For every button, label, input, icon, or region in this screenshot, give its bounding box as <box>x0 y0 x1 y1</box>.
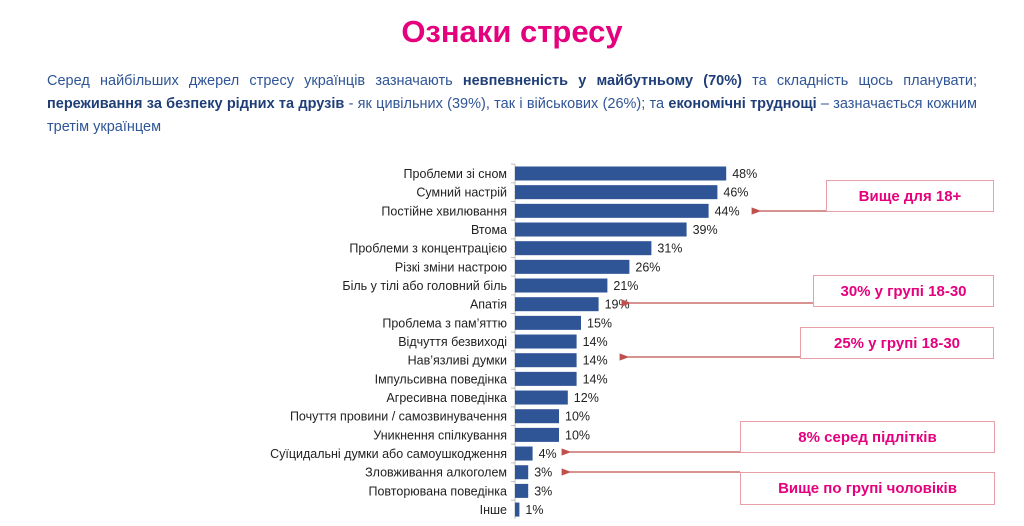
bar <box>515 278 608 293</box>
intro-part: - як цивільних (39%), так і військових (… <box>344 96 669 112</box>
intro-text: Серед найбільших джерел стресу українців… <box>47 70 977 139</box>
bar <box>515 483 529 498</box>
intro-part: – зазначається кожним третім українцем <box>47 96 977 135</box>
bar <box>515 409 559 424</box>
category-label: Проблеми з концентрацією <box>349 242 507 256</box>
data-label: 12% <box>574 391 599 405</box>
data-label: 19% <box>605 298 630 312</box>
bar <box>515 446 533 461</box>
category-label: Суїцидальні думки або самоушкодження <box>270 447 507 461</box>
category-label: Почуття провини / самозвинувачення <box>290 410 507 424</box>
data-label: 14% <box>583 335 608 349</box>
data-label: 48% <box>732 167 757 181</box>
bar <box>515 241 652 256</box>
bar <box>515 353 577 368</box>
callout-box: 8% серед підлітків <box>740 421 995 453</box>
category-label: Нав’язливі думки <box>408 354 507 368</box>
category-label: Сумний настрій <box>416 186 507 200</box>
bar <box>515 465 529 480</box>
callout-text: Вище для 18+ <box>858 187 962 205</box>
data-label: 21% <box>613 279 638 293</box>
category-label: Імпульсивна поведінка <box>375 372 507 386</box>
data-label: 1% <box>525 503 543 517</box>
data-label: 44% <box>715 204 740 218</box>
data-label: 39% <box>693 223 718 237</box>
bar <box>515 371 577 386</box>
data-label: 3% <box>534 466 552 480</box>
callout-text: 8% серед підлітків <box>798 428 937 446</box>
bar <box>515 203 709 218</box>
data-label: 26% <box>635 260 660 274</box>
category-label: Проблема з пам’яттю <box>382 316 507 330</box>
callout-text: Вище по групі чоловіків <box>778 480 957 497</box>
data-label: 10% <box>565 410 590 424</box>
bar <box>515 259 630 274</box>
category-label: Інше <box>480 503 507 517</box>
bar <box>515 390 568 405</box>
intro-bold: переживання за безпеку рідних та друзів <box>47 96 345 112</box>
data-label: 14% <box>583 372 608 386</box>
category-label: Різкі зміни настрою <box>395 260 507 274</box>
category-label: Агресивна поведінка <box>386 391 507 405</box>
intro-bold: невпевненість у майбутньому (70%) <box>462 73 742 89</box>
callout-text: 25% у групі 18-30 <box>833 334 960 352</box>
category-label: Проблеми зі сном <box>404 167 507 181</box>
data-label: 46% <box>723 186 748 200</box>
category-label: Апатія <box>470 298 507 312</box>
data-label: 14% <box>583 354 608 368</box>
intro-part: та складність щось планувати; <box>741 73 977 89</box>
bar <box>515 334 577 349</box>
callout-box: Вище для 18+ <box>826 180 994 212</box>
bar <box>515 166 727 181</box>
category-label: Повторювана поведінка <box>368 484 507 498</box>
data-label: 31% <box>657 242 682 256</box>
callout-text: 30% у групі 18-30 <box>840 282 967 300</box>
callout-box: 25% у групі 18-30 <box>800 327 994 359</box>
intro-bold: економічні труднощі <box>668 96 817 112</box>
intro-part: Серед найбільших джерел стресу українців… <box>47 73 463 89</box>
category-label: Уникнення спілкування <box>373 428 507 442</box>
data-label: 3% <box>534 484 552 498</box>
category-label: Постійне хвилювання <box>381 204 507 218</box>
bar <box>515 222 687 237</box>
bar <box>515 315 581 330</box>
category-label: Біль у тілі або головний біль <box>342 279 507 293</box>
bar <box>515 427 559 442</box>
category-label: Зловживання алкоголем <box>365 466 507 480</box>
bar <box>515 297 599 312</box>
bar <box>515 185 718 200</box>
category-label: Відчуття безвиході <box>398 335 507 349</box>
bar <box>515 502 520 517</box>
category-label: Втома <box>471 223 507 237</box>
callout-box: 30% у групі 18-30 <box>813 275 994 307</box>
data-label: 15% <box>587 316 612 330</box>
data-label: 4% <box>539 447 557 461</box>
data-label: 10% <box>565 428 590 442</box>
page-title: Ознаки стресу <box>401 14 623 49</box>
callout-box: Вище по групі чоловіків <box>740 472 995 505</box>
